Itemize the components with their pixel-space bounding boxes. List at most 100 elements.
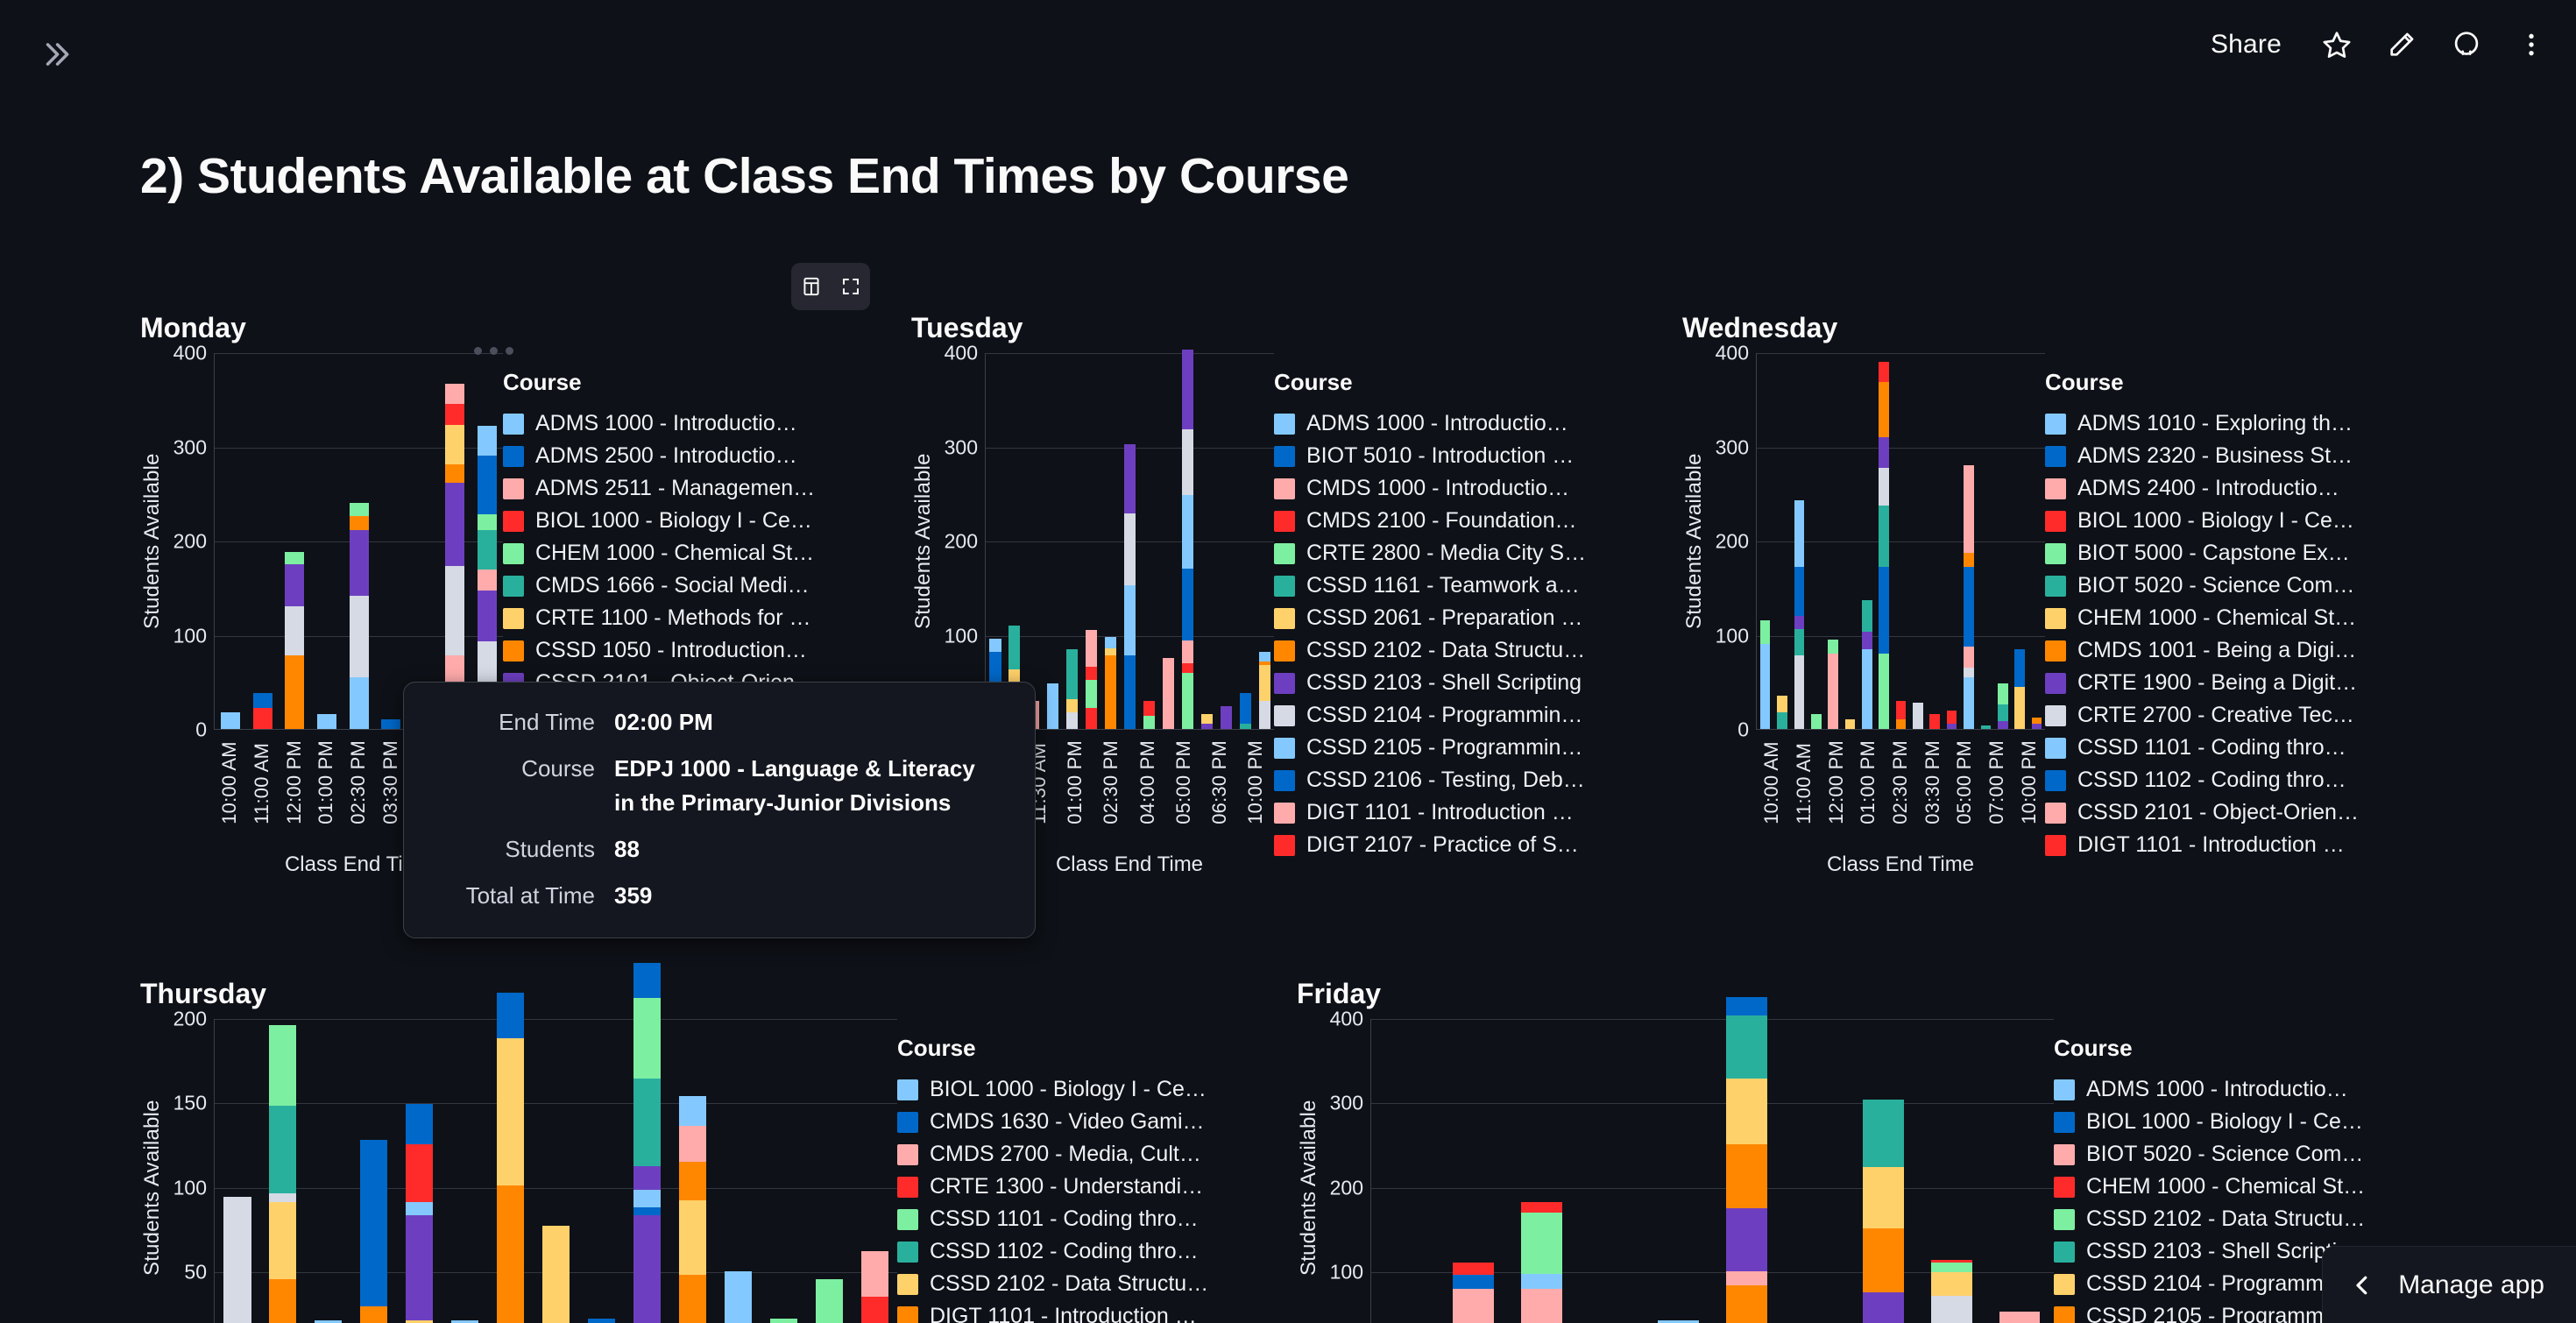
- bar-segment[interactable]: [1220, 706, 1232, 729]
- legend-item[interactable]: CMDS 2100 - Foundation…: [1274, 505, 1624, 537]
- bar-segment[interactable]: [678, 1274, 706, 1323]
- bar-segment[interactable]: [1879, 567, 1889, 654]
- bar-slot[interactable]: [806, 1019, 852, 1323]
- bar-slot[interactable]: [1824, 353, 1841, 729]
- legend-item[interactable]: CSSD 2105 - Programmin…: [1274, 732, 1624, 764]
- bar-segment[interactable]: [1453, 1288, 1495, 1323]
- stacked-bar[interactable]: [2031, 718, 2042, 729]
- legend-item[interactable]: ADMS 2511 - Managemen…: [503, 472, 853, 505]
- bar-segment[interactable]: [1862, 1167, 1904, 1228]
- bar-slot[interactable]: [247, 353, 280, 729]
- bar-segment[interactable]: [1181, 429, 1193, 496]
- bar-segment[interactable]: [1258, 664, 1270, 701]
- bar-segment[interactable]: [1086, 680, 1098, 709]
- bar-slot[interactable]: [1943, 353, 1960, 729]
- bar-segment[interactable]: [1726, 1079, 1767, 1145]
- bar-segment[interactable]: [406, 1144, 434, 1202]
- stacked-bar[interactable]: [1220, 706, 1232, 729]
- bar-slot[interactable]: [1197, 353, 1216, 729]
- legend-item[interactable]: BIOL 1000 - Biology I - Ce…: [2054, 1106, 2404, 1138]
- stacked-bar[interactable]: [349, 503, 369, 729]
- legend-item[interactable]: CSSD 1101 - Coding thro…: [897, 1203, 1248, 1235]
- bar-slot[interactable]: [1713, 996, 1781, 1323]
- bar-segment[interactable]: [1930, 1263, 1972, 1272]
- bar-slot[interactable]: [1645, 1019, 1713, 1323]
- stacked-bar[interactable]: [769, 1318, 797, 1323]
- star-icon[interactable]: [2318, 26, 2355, 63]
- bar-segment[interactable]: [1810, 713, 1822, 729]
- bar-slot[interactable]: [1808, 353, 1824, 729]
- stacked-bar[interactable]: [1930, 1260, 1972, 1323]
- bar-slot[interactable]: [1508, 1019, 1576, 1323]
- bar-segment[interactable]: [1794, 655, 1805, 729]
- bar-segment[interactable]: [1946, 710, 1957, 724]
- legend-item[interactable]: CSSD 1101 - Coding thro…: [2045, 732, 2396, 764]
- bar-slot[interactable]: [579, 1019, 625, 1323]
- bar-segment[interactable]: [1239, 723, 1251, 729]
- stacked-bar[interactable]: [1086, 630, 1098, 729]
- bar-slot[interactable]: [1909, 353, 1926, 729]
- bar-segment[interactable]: [1930, 1260, 1972, 1263]
- bar-slot[interactable]: [852, 1019, 897, 1323]
- legend-item[interactable]: CSSD 1102 - Coding thro…: [897, 1235, 1248, 1268]
- bar-segment[interactable]: [1862, 648, 1872, 729]
- bar-slot[interactable]: [1917, 1019, 1985, 1323]
- bar-segment[interactable]: [1794, 629, 1805, 656]
- bar-segment[interactable]: [1521, 1273, 1563, 1289]
- bar-segment[interactable]: [1066, 698, 1079, 712]
- bar-segment[interactable]: [1862, 632, 1872, 649]
- bar-slot[interactable]: [215, 353, 247, 729]
- bar-slot[interactable]: [1063, 353, 1082, 729]
- bar-segment[interactable]: [406, 1215, 434, 1320]
- stacked-bar[interactable]: [381, 719, 401, 729]
- vertical-dots-icon[interactable]: [2513, 26, 2550, 63]
- bar-slot[interactable]: [397, 1019, 442, 1323]
- legend-item[interactable]: CRTE 2700 - Creative Tec…: [2045, 699, 2396, 732]
- bar-segment[interactable]: [1143, 700, 1156, 716]
- bar-segment[interactable]: [1258, 700, 1270, 729]
- bar-segment[interactable]: [1999, 1311, 2041, 1323]
- legend-item[interactable]: CHEM 1000 - Chemical St…: [503, 537, 853, 570]
- bar-segment[interactable]: [1453, 1274, 1495, 1289]
- bar-segment[interactable]: [477, 456, 497, 514]
- bar-slot[interactable]: [1985, 1019, 2054, 1323]
- bar-slot[interactable]: [1773, 353, 1790, 729]
- stacked-bar[interactable]: [1794, 499, 1805, 729]
- bar-segment[interactable]: [1181, 569, 1193, 640]
- legend-item[interactable]: CSSD 2101 - Object-Orien…: [2045, 796, 2396, 829]
- bar-segment[interactable]: [1879, 361, 1889, 383]
- bar-segment[interactable]: [406, 1104, 434, 1145]
- legend-item[interactable]: CSSD 2102 - Data Structu…: [2054, 1203, 2404, 1235]
- legend-item[interactable]: CSSD 2104 - Programmin…: [1274, 699, 1624, 732]
- stacked-bar[interactable]: [1862, 1100, 1904, 1323]
- legend-item[interactable]: CSSD 2102 - Data Structu…: [1274, 634, 1624, 667]
- bar-segment[interactable]: [497, 1038, 525, 1185]
- bar-segment[interactable]: [269, 1193, 297, 1202]
- bar-slot[interactable]: [1178, 349, 1197, 729]
- legend-item[interactable]: CRTE 1100 - Methods for …: [503, 602, 853, 634]
- bar-slot[interactable]: [407, 353, 439, 729]
- stacked-bar[interactable]: [1913, 702, 1923, 729]
- bar-segment[interactable]: [1181, 640, 1193, 663]
- stacked-bar[interactable]: [1143, 700, 1156, 729]
- stacked-bar[interactable]: [724, 1270, 752, 1323]
- bar-segment[interactable]: [269, 1279, 297, 1323]
- bar-slot[interactable]: [2011, 353, 2028, 729]
- legend-item[interactable]: BIOT 5010 - Introduction …: [1274, 440, 1624, 472]
- bar-slot[interactable]: [1371, 1019, 1440, 1323]
- stacked-bar[interactable]: [1980, 725, 1992, 729]
- legend-item[interactable]: CMDS 1630 - Video Gami…: [897, 1106, 1248, 1138]
- bar-segment[interactable]: [1123, 655, 1136, 729]
- bar-slot[interactable]: [1780, 1019, 1849, 1323]
- bar-segment[interactable]: [406, 1319, 434, 1323]
- stacked-bar[interactable]: [1946, 710, 1957, 729]
- stacked-bar[interactable]: [1047, 683, 1059, 729]
- bar-segment[interactable]: [1181, 495, 1193, 570]
- stacked-bar[interactable]: [1658, 1319, 1699, 1323]
- bar-segment[interactable]: [1453, 1263, 1495, 1275]
- stacked-bar[interactable]: [1844, 719, 1856, 729]
- bar-segment[interactable]: [1895, 719, 1907, 729]
- stacked-bar[interactable]: [815, 1279, 843, 1323]
- stacked-bar[interactable]: [1162, 658, 1174, 729]
- stacked-bar[interactable]: [541, 1225, 570, 1323]
